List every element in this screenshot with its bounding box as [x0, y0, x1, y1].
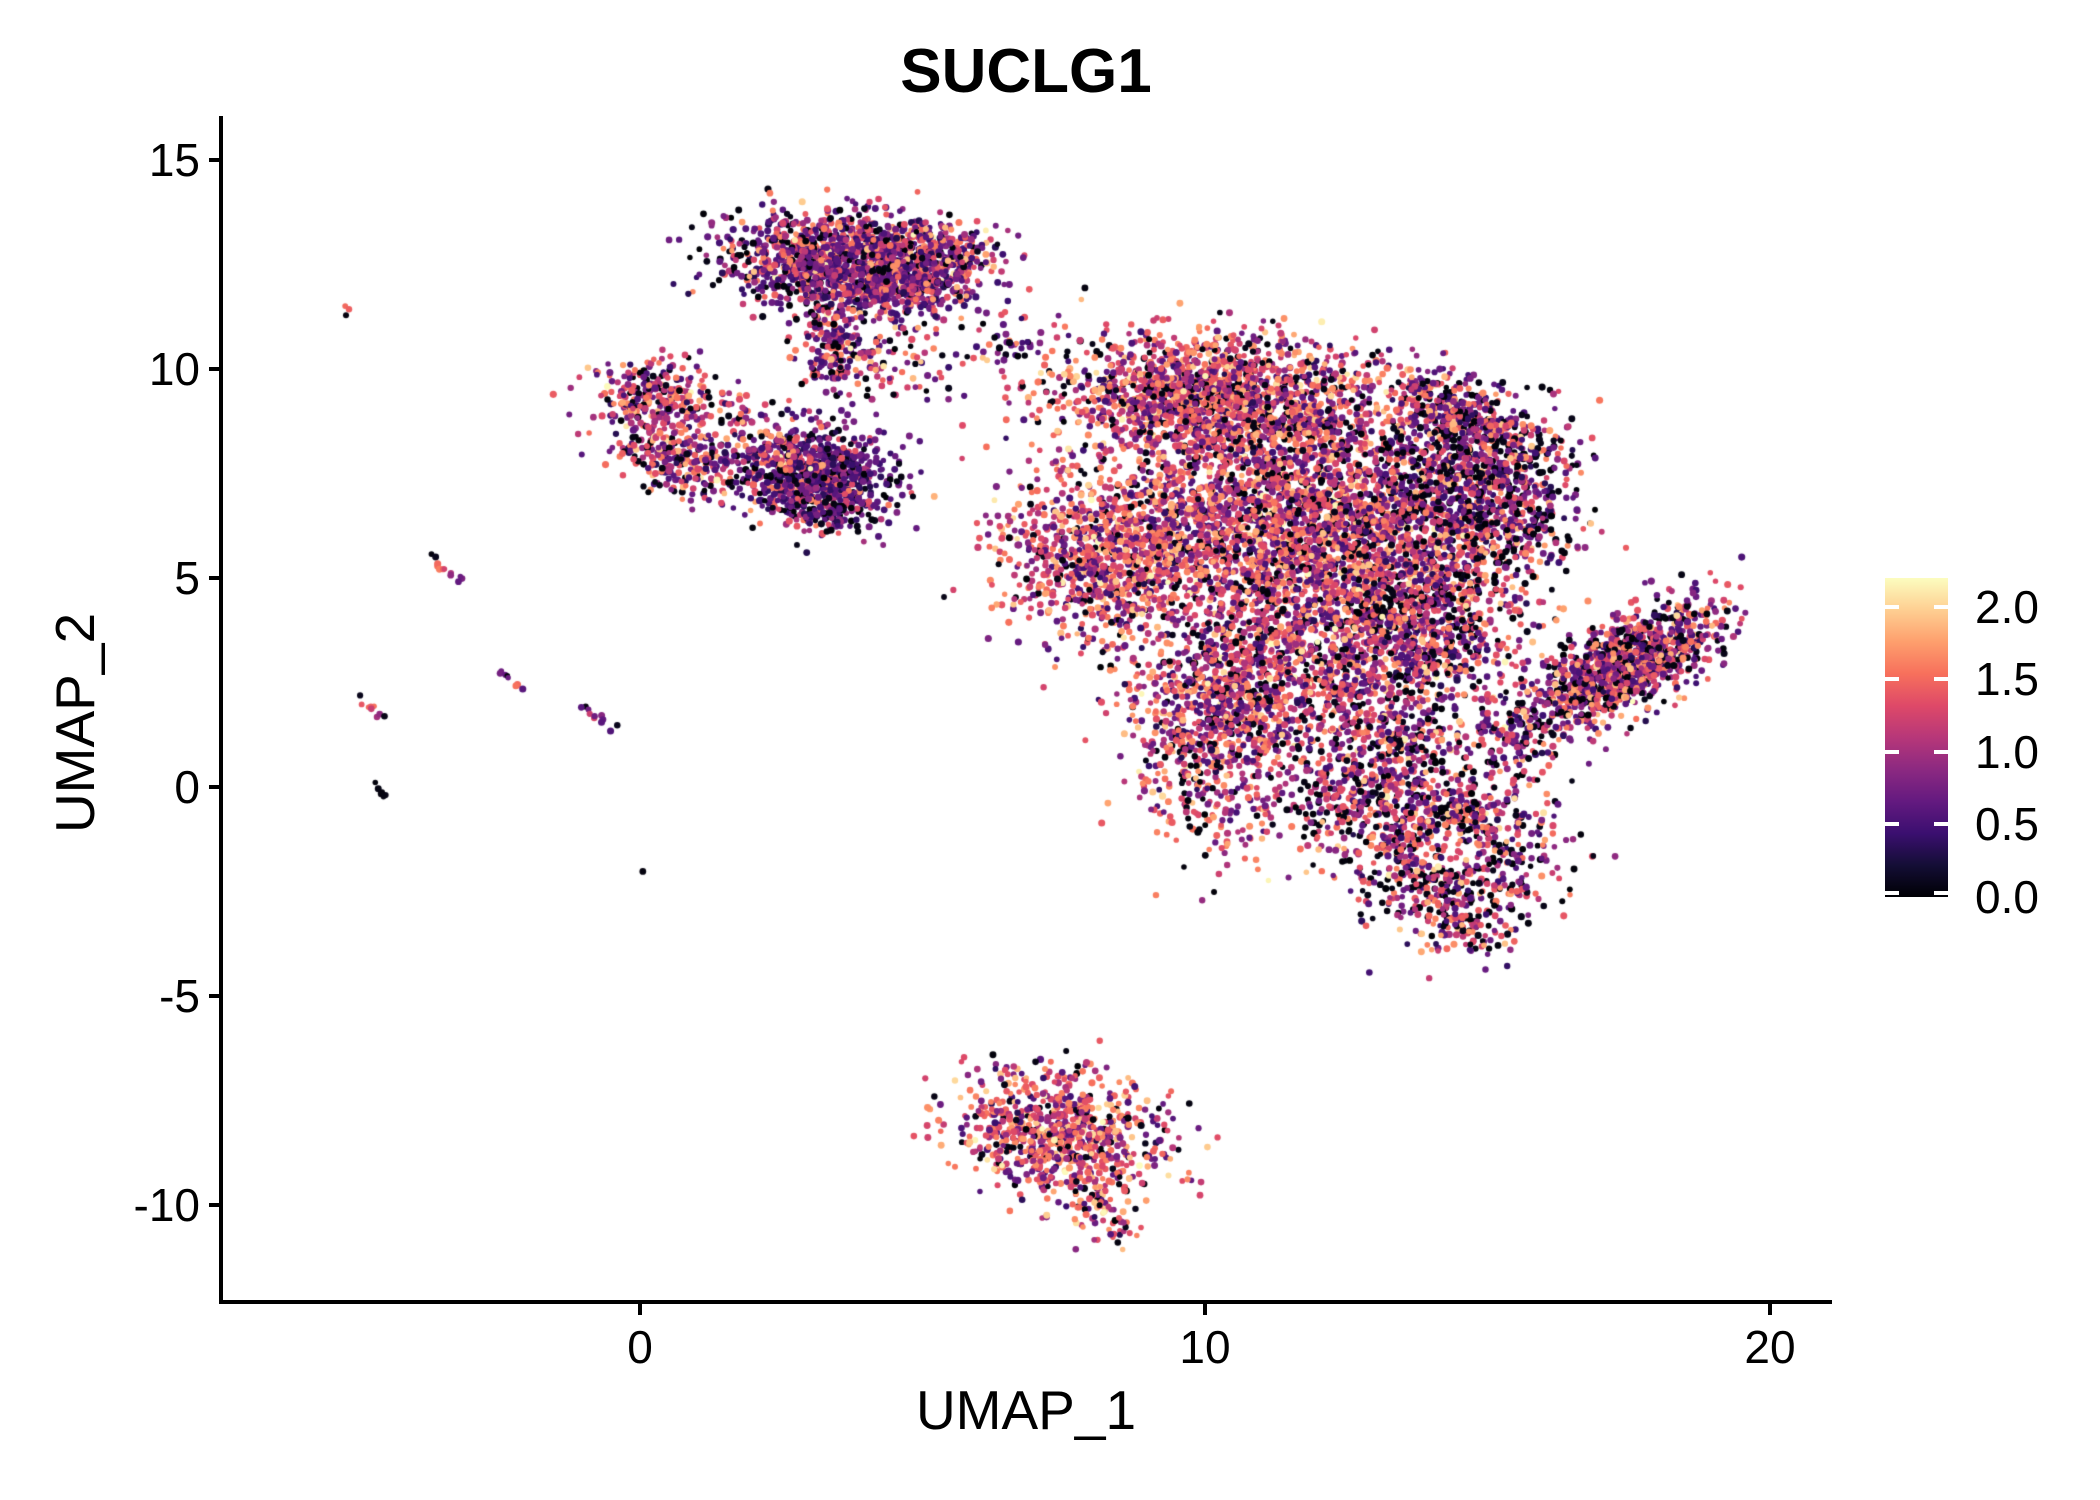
colorbar-tick [1885, 891, 1899, 895]
y-tick-neg10 [209, 1203, 222, 1207]
y-tick-label: 15 [148, 134, 200, 186]
x-tick-label: 10 [1179, 1321, 1231, 1373]
colorbar-tick [1934, 750, 1948, 754]
x-tick-label: 0 [627, 1321, 653, 1373]
x-axis-title: UMAP_1 [915, 1379, 1137, 1441]
colorbar-tick [1885, 677, 1899, 681]
y-tick-5 [209, 576, 222, 580]
y-tick-label: 0 [174, 761, 200, 813]
colorbar-label: 2.0 [1975, 581, 2039, 633]
colorbar-tick [1934, 605, 1948, 609]
y-tick-neg5 [209, 994, 222, 998]
colorbar-label: 0.0 [1975, 871, 2039, 923]
x-tick-0 [638, 1302, 642, 1315]
y-tick-label: -10 [133, 1179, 200, 1231]
y-axis-title: UMAP_2 [44, 612, 106, 834]
y-tick-label: 10 [148, 343, 200, 395]
colorbar-tick [1934, 822, 1948, 826]
colorbar-tick [1934, 891, 1948, 895]
colorbar-tick [1885, 822, 1899, 826]
x-tick-10 [1203, 1302, 1207, 1315]
x-tick-20 [1768, 1302, 1772, 1315]
y-tick-10 [209, 367, 222, 371]
y-tick-label: -5 [159, 970, 200, 1022]
y-tick-15 [209, 158, 222, 162]
plot-title: SUCLG1 [900, 37, 1152, 106]
colorbar-tick [1885, 605, 1899, 609]
x-axis-line [219, 1300, 1832, 1304]
colorbar-tick [1885, 750, 1899, 754]
y-axis-line [219, 116, 223, 1304]
colorbar-label: 1.0 [1975, 726, 2039, 778]
colorbar-tick [1934, 677, 1948, 681]
y-tick-label: 5 [174, 552, 200, 604]
colorbar-label: 0.5 [1975, 798, 2039, 850]
y-tick-0 [209, 785, 222, 789]
x-tick-label: 20 [1744, 1321, 1796, 1373]
colorbar-gradient [1885, 578, 1948, 897]
colorbar-label: 1.5 [1975, 653, 2039, 705]
